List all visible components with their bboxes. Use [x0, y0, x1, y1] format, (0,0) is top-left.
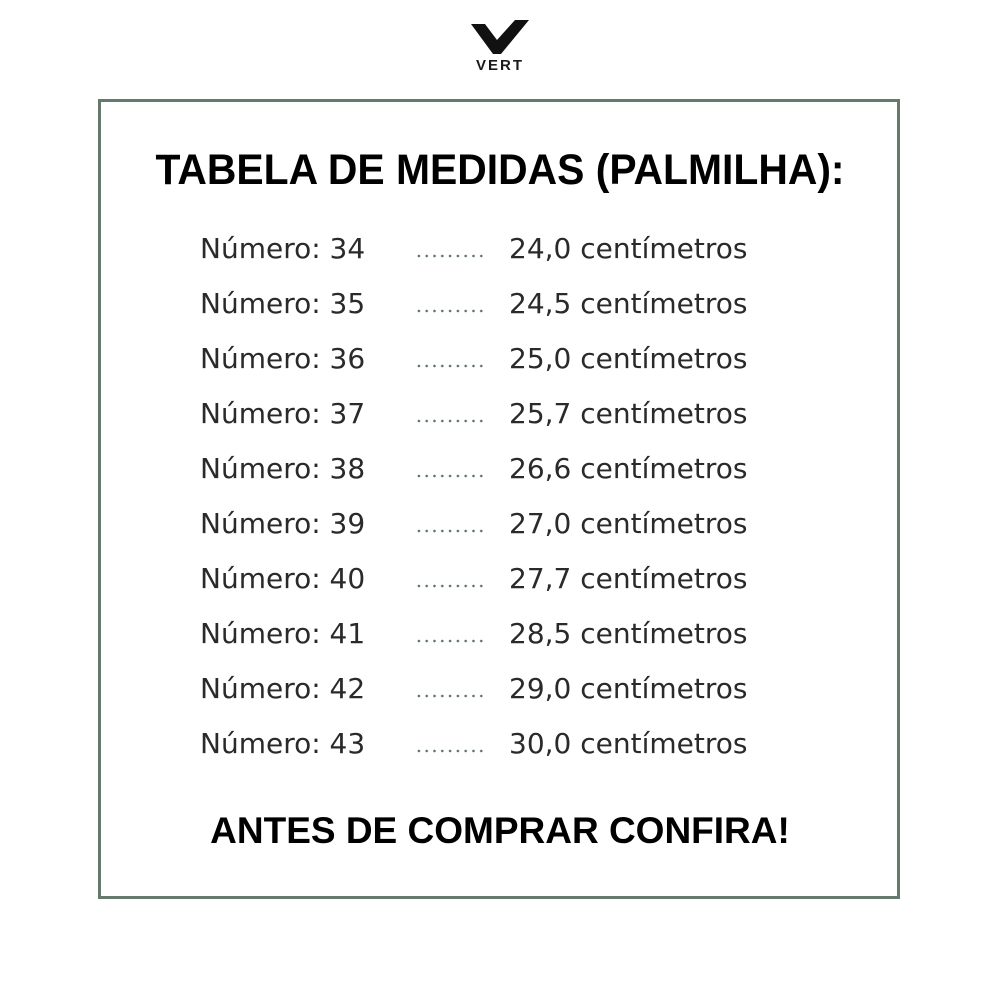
- vert-v-logo-icon: [471, 20, 529, 54]
- length-value: 24,5 centímetros: [509, 287, 748, 320]
- dotted-leader: [415, 474, 485, 478]
- dotted-leader: [415, 309, 485, 313]
- dotted-leader: [415, 364, 485, 368]
- size-label: Número: 43: [200, 727, 366, 760]
- size-label: Número: 37: [200, 397, 366, 430]
- length-value: 26,6 centímetros: [509, 452, 748, 485]
- page-title: TABELA DE MEDIDAS (PALMILHA):: [155, 146, 845, 194]
- logo-text: VERT: [475, 57, 524, 74]
- table-row: Número: 39 27,0 centímetros: [0, 507, 1000, 547]
- dotted-leader: [415, 254, 485, 258]
- size-label: Número: 39: [200, 507, 366, 540]
- length-value: 24,0 centímetros: [509, 232, 748, 265]
- length-value: 28,5 centímetros: [509, 617, 748, 650]
- size-label: Número: 34: [200, 232, 366, 265]
- size-label: Número: 35: [200, 287, 366, 320]
- size-label: Número: 36: [200, 342, 366, 375]
- dotted-leader: [415, 529, 485, 533]
- footer-notice: ANTES DE COMPRAR CONFIRA!: [210, 810, 790, 851]
- brand-logo: VERT: [460, 20, 540, 74]
- table-row: Número: 42 29,0 centímetros: [0, 672, 1000, 712]
- table-row: Número: 43 30,0 centímetros: [0, 727, 1000, 767]
- length-value: 27,0 centímetros: [509, 507, 748, 540]
- length-value: 27,7 centímetros: [509, 562, 748, 595]
- table-row: Número: 36 25,0 centímetros: [0, 342, 1000, 382]
- size-label: Número: 40: [200, 562, 366, 595]
- table-row: Número: 37 25,7 centímetros: [0, 397, 1000, 437]
- size-label: Número: 41: [200, 617, 366, 650]
- table-frame: [98, 99, 900, 899]
- size-label: Número: 42: [200, 672, 366, 705]
- length-value: 30,0 centímetros: [509, 727, 748, 760]
- size-label: Número: 38: [200, 452, 366, 485]
- length-value: 25,0 centímetros: [509, 342, 748, 375]
- table-row: Número: 35 24,5 centímetros: [0, 287, 1000, 327]
- dotted-leader: [415, 694, 485, 698]
- table-row: Número: 40 27,7 centímetros: [0, 562, 1000, 602]
- table-row: Número: 38 26,6 centímetros: [0, 452, 1000, 492]
- dotted-leader: [415, 749, 485, 753]
- length-value: 29,0 centímetros: [509, 672, 748, 705]
- dotted-leader: [415, 584, 485, 588]
- table-row: Número: 41 28,5 centímetros: [0, 617, 1000, 657]
- table-row: Número: 34 24,0 centímetros: [0, 232, 1000, 272]
- dotted-leader: [415, 419, 485, 423]
- dotted-leader: [415, 639, 485, 643]
- length-value: 25,7 centímetros: [509, 397, 748, 430]
